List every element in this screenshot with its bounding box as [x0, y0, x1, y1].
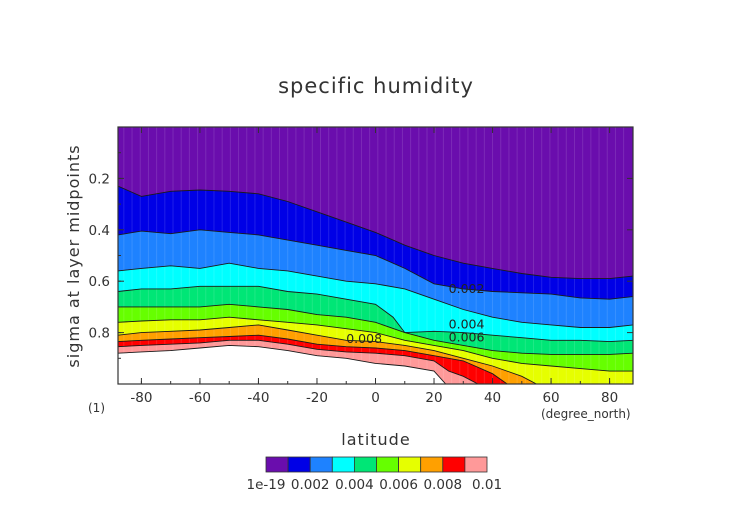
x-tick-label: 60 [542, 390, 559, 406]
colorbar-label: 1e-19 [247, 477, 286, 493]
colorbar-swatch [287, 456, 311, 473]
contour-line-0 [118, 185, 633, 280]
contour-line-3 [118, 285, 633, 343]
chart-title: specific humidity [278, 74, 474, 98]
colorbar-swatch [331, 456, 355, 473]
x-tick-label: -60 [189, 390, 211, 406]
contour-lines [118, 185, 633, 384]
colorbar-swatch [420, 456, 444, 473]
colorbar-swatch [464, 456, 488, 473]
contour-line-4 [118, 303, 633, 355]
contour-line-6 [118, 324, 537, 384]
colorbar-swatch [265, 456, 289, 473]
y-axis-label: sigma at layer midpoints [64, 144, 83, 367]
x-tick-label: 0 [371, 390, 380, 406]
colorbar-label: 0.002 [291, 477, 330, 493]
y-tick-label: 0.2 [89, 171, 110, 187]
y-tick-label: 0.6 [89, 274, 110, 290]
colorbar-swatch [442, 456, 466, 473]
x-tick-label: 80 [601, 390, 618, 406]
contour-label-1: 0.004 [449, 317, 485, 332]
colorbar-label: 0.006 [379, 477, 418, 493]
x-tick-label: -20 [306, 390, 328, 406]
contour-label-2: 0.006 [449, 330, 485, 345]
contour-line-7 [118, 334, 508, 384]
colorbar-swatch [353, 456, 377, 473]
contour-line-5 [118, 316, 633, 372]
y-axis: 0.2 0.4 0.6 0.8 [89, 152, 633, 385]
y-tick-label: 0.8 [89, 326, 110, 342]
contour-line-1 [118, 229, 633, 300]
colorbar-swatch [376, 456, 400, 473]
colorbar-swatch [398, 456, 422, 473]
colorbar-label: 0.008 [423, 477, 462, 493]
colorbar-swatch [309, 456, 333, 473]
x-axis: -80 -60 -40 -20 0 20 40 60 80 [130, 127, 618, 406]
y-units-label: (1) [88, 401, 105, 415]
contour-band-max [118, 355, 446, 384]
contour-line-8 [118, 339, 479, 384]
colorbar-label: 0.01 [472, 477, 502, 493]
x-units-label: (degree_north) [541, 407, 631, 421]
x-tick-label: 40 [484, 390, 501, 406]
x-tick-label: -80 [130, 390, 152, 406]
contour-line-2 [118, 262, 633, 328]
colorbar [265, 456, 488, 473]
x-tick-label: 20 [425, 390, 442, 406]
contour-line-9 [118, 344, 447, 384]
contour-fills [118, 127, 633, 384]
y-tick-label: 0.4 [89, 223, 110, 239]
x-tick-label: -40 [247, 390, 269, 406]
x-axis-label: latitude [341, 430, 410, 449]
contour-label-0: 0.002 [449, 281, 485, 296]
colorbar-labels: 1e-19 0.002 0.004 0.006 0.008 0.01 [247, 477, 503, 493]
colorbar-label: 0.004 [335, 477, 374, 493]
contour-label-3: 0.008 [346, 331, 382, 346]
